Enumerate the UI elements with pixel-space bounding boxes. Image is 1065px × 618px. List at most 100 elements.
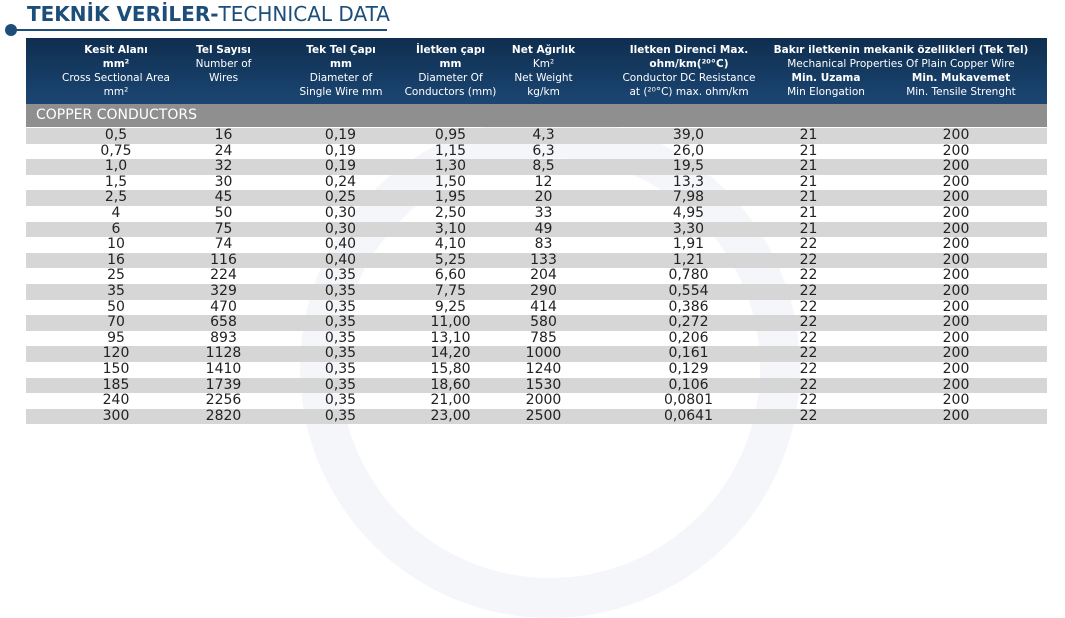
table-cell: 1,50 [434, 173, 467, 190]
table-cell: 9,25 [434, 298, 467, 315]
table-cell: 0,35 [324, 360, 357, 377]
table-row: 185 1739 0,35 18,60 1530 0,106 22 200 [26, 376, 1047, 394]
header-conductor-diameter: İletken çapı mm Diameter Of Conductors (… [388, 43, 513, 99]
table-cell: 7,75 [434, 282, 467, 299]
table-cell: 200 [942, 158, 970, 175]
header-unit: ohm/km(²⁰°C) [649, 58, 729, 70]
table-cell: 6,3 [532, 142, 555, 159]
header-unit: mm [330, 58, 352, 70]
table-row: 50 470 0,35 9,25 414 0,386 22 200 [26, 298, 1047, 316]
table-cell: 4,10 [434, 236, 467, 253]
table-cell: 133 [530, 251, 557, 268]
table-cell: 200 [942, 360, 970, 377]
table-cell: 2256 [205, 392, 242, 409]
table-cell: 39,0 [672, 127, 705, 143]
header-min-tensile: Min. Mukavemet Min. Tensile Strenght [886, 71, 1036, 99]
table-cell: 0,106 [668, 376, 709, 393]
table-row: 2,5 45 0,25 1,95 20 7,98 21 200 [26, 190, 1047, 206]
page-title: TEKNİK VERİLER-TECHNICAL DATA [27, 2, 390, 26]
table-cell: 35 [107, 282, 125, 299]
table-cell: 204 [530, 267, 557, 284]
table-cell: 414 [530, 298, 557, 315]
table-cell: 200 [942, 376, 970, 393]
table-cell: 22 [799, 407, 818, 424]
table-row: 35 329 0,35 7,75 290 0,554 22 200 [26, 282, 1047, 300]
table-cell: 22 [799, 329, 818, 346]
header-label-en: Min Elongation [787, 86, 865, 98]
table-cell: 200 [942, 173, 970, 190]
table-cell: 1739 [205, 376, 242, 393]
table-cell: 1240 [525, 360, 562, 377]
table-cell: 200 [942, 407, 970, 424]
table-cell: 0,35 [324, 282, 357, 299]
header-min-elongation: Min. Uzama Min Elongation [766, 71, 886, 99]
header-label: Tel Sayısı [196, 44, 251, 56]
table-cell: 0,129 [668, 360, 709, 377]
table-cell: 16 [214, 127, 233, 143]
table-cell: 1410 [205, 360, 242, 377]
table-cell: 0,35 [324, 407, 357, 424]
table-cell: 22 [799, 251, 818, 268]
table-cell: 74 [214, 236, 233, 253]
header-label: Min. Uzama [791, 72, 861, 84]
header-unit-en: Wires [208, 72, 239, 84]
header-label-en: Diameter of [309, 72, 373, 84]
table-row: 0,75 24 0,19 1,15 6,3 26,0 21 200 [26, 142, 1047, 160]
table-cell: 0,272 [668, 314, 709, 331]
table-row: 0,5 16 0,19 0,95 4,3 39,0 21 200 [26, 127, 1047, 144]
table-cell: 0,35 [324, 392, 357, 409]
header-unit-en: kg/km [527, 86, 560, 98]
table-cell: 4 [111, 204, 121, 221]
header-label-en: Min. Tensile Strenght [906, 86, 1016, 98]
table-cell: 2820 [205, 407, 242, 424]
table-cell: 22 [799, 236, 818, 253]
header-dc-resistance: Iletken Direnci Max. ohm/km(²⁰°C) Conduc… [604, 43, 774, 99]
table-cell: 4,3 [532, 127, 555, 143]
header-label-en: Conductor DC Resistance [622, 72, 756, 84]
table-cell: 0,19 [324, 127, 357, 143]
table-cell: 21 [799, 189, 818, 206]
table-cell: 0,40 [324, 236, 357, 253]
table-cell: 1128 [205, 345, 242, 362]
table-cell: 0,35 [324, 314, 357, 331]
table-cell: 1,30 [434, 158, 467, 175]
header-unit: mm [439, 58, 462, 70]
table-cell: 5,25 [434, 251, 467, 268]
table-cell: 200 [942, 392, 970, 409]
table-cell: 0,25 [324, 189, 357, 206]
table-cell: 25 [107, 267, 125, 284]
table-cell: 0,0801 [664, 392, 713, 409]
table-cell: 200 [942, 204, 970, 221]
table-cell: 0,0641 [664, 407, 713, 424]
table-cell: 290 [530, 282, 557, 299]
table-cell: 200 [942, 267, 970, 284]
table-cell: 1530 [525, 376, 562, 393]
table-row: 10 74 0,40 4,10 83 1,91 22 200 [26, 237, 1047, 253]
table-cell: 22 [799, 298, 818, 315]
table-cell: 3,10 [434, 220, 467, 237]
table-cell: 200 [942, 314, 970, 331]
table-cell: 95 [107, 329, 125, 346]
table-cell: 1000 [525, 345, 562, 362]
table-cell: 200 [942, 345, 970, 362]
header-wire-count: Tel Sayısı Number of Wires [176, 43, 271, 85]
table-cell: 1,5 [104, 173, 128, 190]
table-cell: 16 [107, 251, 125, 268]
table-cell: 30 [214, 173, 233, 190]
table-cell: 116 [210, 251, 237, 268]
table-cell: 19,5 [672, 158, 705, 175]
table-row: 6 75 0,30 3,10 49 3,30 21 200 [26, 220, 1047, 238]
table-cell: 21 [799, 204, 818, 221]
table-cell: 200 [942, 298, 970, 315]
table-cell: 23,00 [430, 407, 471, 424]
table-cell: 200 [942, 282, 970, 299]
table-cell: 22 [799, 282, 818, 299]
table-cell: 21 [799, 127, 818, 143]
table-cell: 24 [214, 142, 233, 159]
table-cell: 0,386 [668, 298, 709, 315]
title-bullet-icon [5, 24, 17, 36]
table-cell: 13,10 [430, 329, 471, 346]
table-cell: 22 [799, 376, 818, 393]
table-cell: 185 [102, 376, 130, 393]
section-heading: COPPER CONDUCTORS [26, 104, 1047, 127]
